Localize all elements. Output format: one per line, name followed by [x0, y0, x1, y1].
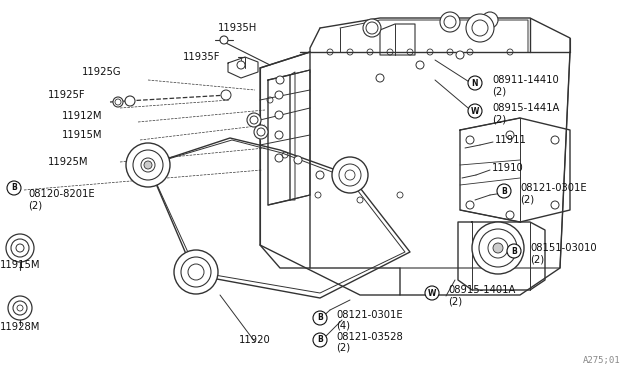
Circle shape [506, 131, 514, 139]
Text: W: W [428, 289, 436, 298]
Circle shape [144, 161, 152, 169]
Text: (2): (2) [530, 254, 544, 264]
Circle shape [220, 36, 228, 44]
Circle shape [425, 286, 439, 300]
Text: 11935F: 11935F [183, 52, 221, 62]
Text: 08915-1441A: 08915-1441A [492, 103, 559, 113]
Circle shape [456, 51, 464, 59]
Circle shape [507, 244, 521, 258]
Text: 11925F: 11925F [48, 90, 86, 100]
Circle shape [141, 158, 155, 172]
Circle shape [221, 90, 231, 100]
Circle shape [16, 244, 24, 252]
Circle shape [313, 311, 327, 325]
Circle shape [313, 333, 327, 347]
Text: (2): (2) [520, 194, 534, 204]
Text: B: B [501, 186, 507, 196]
Circle shape [188, 264, 204, 280]
Text: 11928M: 11928M [0, 322, 40, 332]
Text: 08121-0301E: 08121-0301E [336, 310, 403, 320]
Circle shape [275, 111, 283, 119]
Text: 08120-8201E: 08120-8201E [28, 189, 95, 199]
Circle shape [376, 74, 384, 82]
Circle shape [8, 296, 32, 320]
Circle shape [294, 156, 302, 164]
Text: B: B [317, 314, 323, 323]
Text: B: B [511, 247, 517, 256]
Circle shape [332, 157, 368, 193]
Text: 11925M: 11925M [48, 157, 88, 167]
Circle shape [493, 243, 503, 253]
Circle shape [468, 76, 482, 90]
Circle shape [466, 201, 474, 209]
Text: 08121-0301E: 08121-0301E [520, 183, 587, 193]
Circle shape [7, 181, 21, 195]
Circle shape [276, 76, 284, 84]
Circle shape [488, 238, 508, 258]
Circle shape [468, 104, 482, 118]
Circle shape [363, 19, 381, 37]
Circle shape [440, 12, 460, 32]
Circle shape [174, 250, 218, 294]
Circle shape [316, 171, 324, 179]
Text: (4): (4) [336, 321, 350, 331]
Text: 08121-03528: 08121-03528 [336, 332, 403, 342]
Text: (2): (2) [28, 200, 42, 210]
Circle shape [482, 12, 498, 28]
Text: 08911-14410: 08911-14410 [492, 75, 559, 85]
Text: 11915M: 11915M [0, 260, 40, 270]
Text: B: B [11, 183, 17, 192]
Circle shape [416, 61, 424, 69]
Circle shape [466, 136, 474, 144]
Circle shape [551, 136, 559, 144]
Circle shape [506, 211, 514, 219]
Circle shape [275, 131, 283, 139]
Circle shape [237, 61, 245, 69]
Text: 11912M: 11912M [62, 111, 102, 121]
Text: 08151-03010: 08151-03010 [530, 243, 596, 253]
Circle shape [125, 96, 135, 106]
Circle shape [126, 143, 170, 187]
Circle shape [275, 154, 283, 162]
Text: 08915-1401A: 08915-1401A [448, 285, 515, 295]
Text: N: N [472, 78, 478, 87]
Text: A275;01: A275;01 [582, 356, 620, 365]
Circle shape [466, 14, 494, 42]
Text: W: W [471, 106, 479, 115]
Circle shape [551, 201, 559, 209]
Text: 11911: 11911 [495, 135, 527, 145]
Circle shape [275, 91, 283, 99]
Circle shape [254, 125, 268, 139]
Circle shape [497, 184, 511, 198]
Text: 11925G: 11925G [82, 67, 122, 77]
Circle shape [345, 170, 355, 180]
Circle shape [247, 113, 261, 127]
Text: (2): (2) [448, 296, 462, 306]
Text: (2): (2) [492, 86, 506, 96]
Circle shape [113, 97, 123, 107]
Text: (2): (2) [492, 114, 506, 124]
Text: (2): (2) [336, 343, 350, 353]
Text: B: B [317, 336, 323, 344]
Text: 11915M: 11915M [62, 130, 102, 140]
Text: 11920: 11920 [239, 335, 271, 345]
Circle shape [6, 234, 34, 262]
Circle shape [472, 222, 524, 274]
Text: 11910: 11910 [492, 163, 524, 173]
Text: 11935H: 11935H [218, 23, 257, 33]
